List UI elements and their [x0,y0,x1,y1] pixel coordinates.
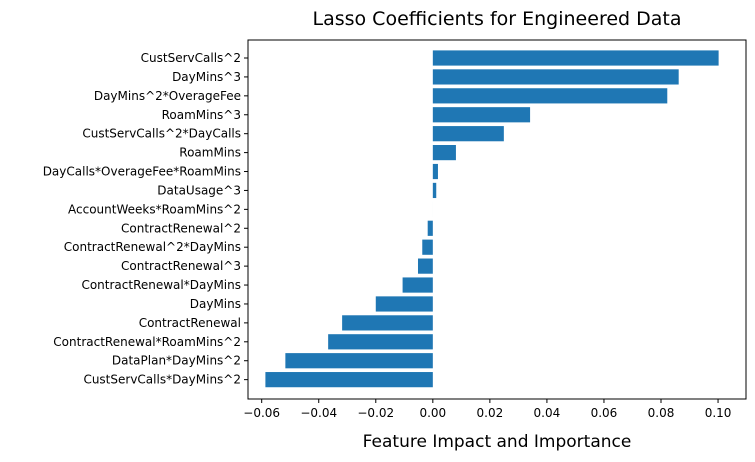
x-tick-label: 0.06 [591,406,618,420]
x-tick-label: 0.10 [705,406,732,420]
x-tick-label: −0.02 [357,406,394,420]
y-tick-label: ContractRenewal [139,316,241,330]
y-tick-label: ContractRenewal*RoamMins^2 [53,335,241,349]
y-tick-label: DataPlan*DayMins^2 [112,354,241,368]
y-tick-label: AccountWeeks*RoamMins^2 [68,202,241,216]
x-tick-label: 0.02 [477,406,504,420]
bar [328,334,433,350]
bar [417,258,433,274]
bars-layer [265,50,719,388]
y-tick-label: CustServCalls*DayMins^2 [83,373,241,387]
x-axis-ticks: −0.06 −0.04 −0.02 0.00 0.02 0.04 0.06 0.08 0.10 [243,399,731,420]
bar [432,182,437,199]
x-tick-label: 0.08 [648,406,675,420]
y-tick-label: ContractRenewal^2 [121,221,241,235]
plot-frame [247,39,747,400]
bar [432,69,679,85]
y-tick-label: ContractRenewal*DayMins [81,278,241,292]
y-tick-label: CustServCalls^2 [141,51,241,65]
y-tick-label: ContractRenewal^2*DayMins [64,240,241,254]
x-tick-label: −0.06 [243,406,280,420]
y-tick-label: DayMins^2*OverageFee [94,89,241,103]
bar [432,107,531,123]
y-tick-label: DayMins^3 [172,70,241,84]
bar [432,88,668,104]
x-tick-label: 0.00 [419,406,446,420]
y-tick-label: RoamMins [179,146,241,160]
bar [285,353,433,369]
chart-title: Lasso Coefficients for Engineered Data [312,8,681,30]
bar [342,315,433,331]
bar [432,50,719,66]
bar [402,277,433,293]
bar [432,126,504,142]
y-tick-label: RoamMins^3 [162,108,241,122]
y-tick-label: ContractRenewal^3 [121,259,241,273]
y-tick-label: CustServCalls^2*DayCalls [82,127,241,141]
y-tick-label: DataUsage^3 [157,183,241,197]
x-tick-label: −0.04 [300,406,337,420]
bar [265,372,433,388]
bar [375,296,433,312]
bar [432,163,438,180]
x-tick-label: 0.04 [534,406,561,420]
y-tick-label: DayCalls*OverageFee*RoamMins [43,165,241,179]
y-tick-label: DayMins [190,297,241,311]
bar [432,145,456,161]
bar [422,239,433,255]
y-axis-ticks: CustServCalls^2 DayMins^3 DayMins^2*Overag… [43,51,248,387]
x-axis-label: Feature Impact and Importance [363,432,632,452]
bar [427,220,433,236]
